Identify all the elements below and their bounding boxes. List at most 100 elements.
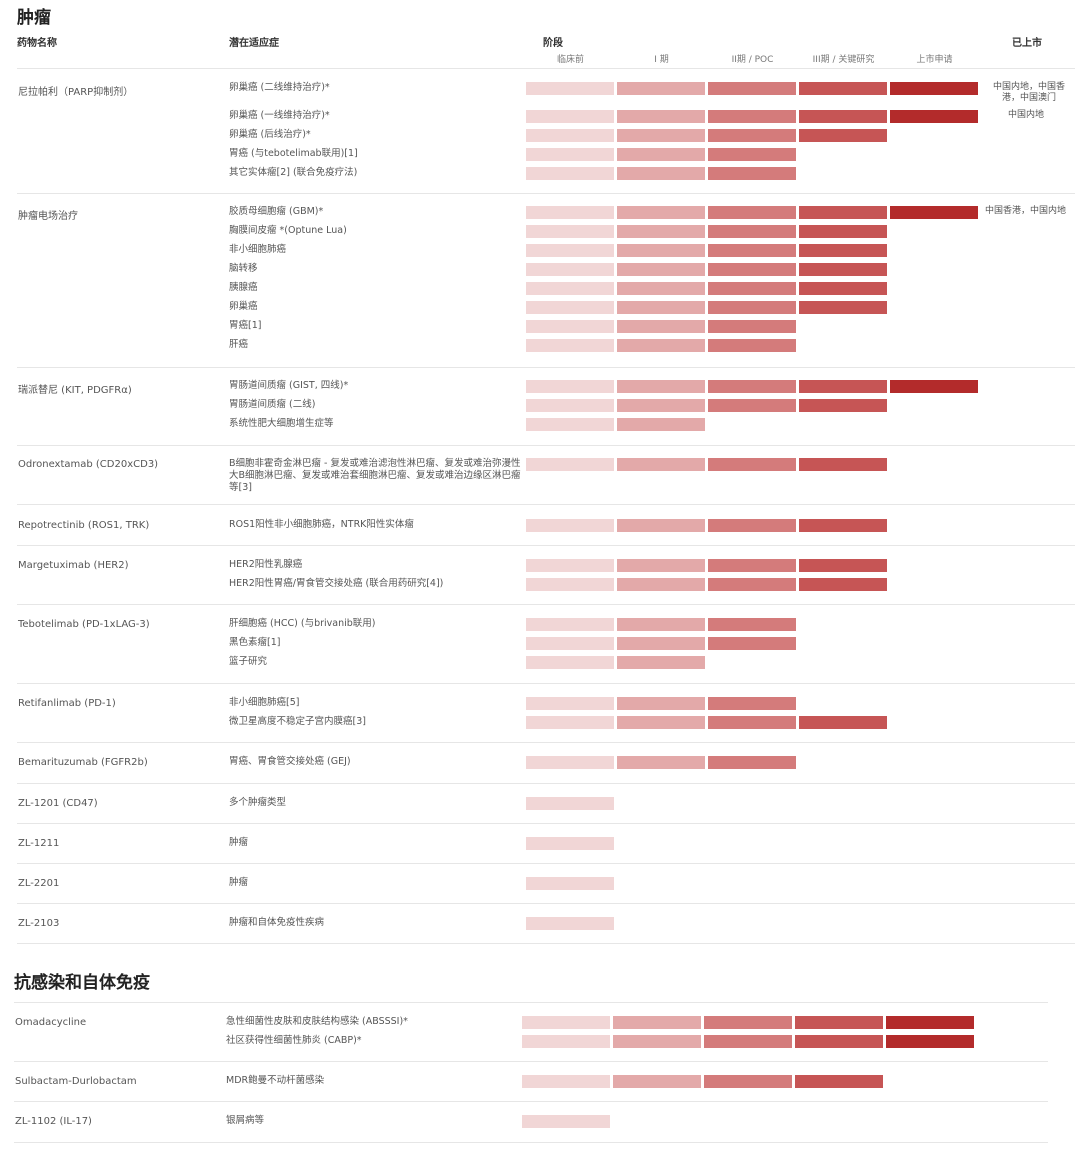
section-title-oncology: 肿瘤: [17, 8, 51, 28]
progress-segment-stage-2: [708, 578, 796, 591]
progress-segment-stage-0: [526, 148, 614, 161]
row-divider: [14, 1061, 1048, 1062]
progress-segment-stage-2: [708, 380, 796, 393]
progress-segment-stage-1: [617, 716, 705, 729]
progress-segment-stage-2: [704, 1075, 792, 1088]
progress-segment-stage-0: [526, 716, 614, 729]
progress-segment-stage-2: [708, 559, 796, 572]
progress-segment-stage-3: [799, 399, 887, 412]
progress-segment-stage-1: [617, 519, 705, 532]
progress-segment-stage-1: [617, 380, 705, 393]
progress-segment-stage-0: [526, 418, 614, 431]
indication-label: MDR鲍曼不动杆菌感染: [226, 1075, 325, 1086]
row-divider: [17, 742, 1075, 743]
progress-segment-stage-0: [526, 797, 614, 810]
progress-segment-stage-0: [526, 578, 614, 591]
row-divider: [14, 1142, 1048, 1143]
progress-segment-stage-2: [708, 618, 796, 631]
progress-segment-stage-0: [526, 167, 614, 180]
row-divider: [17, 823, 1075, 824]
progress-segment-stage-0: [526, 656, 614, 669]
progress-segment-stage-0: [526, 320, 614, 333]
progress-segment-stage-2: [708, 282, 796, 295]
progress-segment-stage-2: [704, 1016, 792, 1029]
drug-name: Sulbactam-Durlobactam: [15, 1076, 137, 1087]
progress-segment-stage-3: [799, 263, 887, 276]
drug-name: Retifanlimab (PD-1): [18, 698, 116, 709]
drug-name: ZL-1102 (IL-17): [15, 1116, 92, 1127]
progress-segment-stage-2: [708, 225, 796, 238]
progress-segment-stage-2: [708, 637, 796, 650]
stage-header-preclinical: 临床前: [556, 55, 584, 65]
drug-name: Bemarituzumab (FGFR2b): [18, 757, 148, 768]
stage-header-phase1: I 期: [654, 55, 669, 65]
progress-segment-stage-1: [617, 301, 705, 314]
progress-segment-stage-2: [708, 129, 796, 142]
drug-name: Omadacycline: [15, 1017, 87, 1028]
progress-segment-stage-4: [890, 110, 978, 123]
drug-name: ZL-2103: [18, 918, 60, 929]
progress-segment-stage-0: [526, 559, 614, 572]
progress-segment-stage-1: [617, 82, 705, 95]
progress-segment-stage-0: [526, 399, 614, 412]
progress-segment-stage-1: [617, 756, 705, 769]
progress-segment-stage-0: [526, 129, 614, 142]
indication-label: 脑转移: [229, 263, 258, 274]
indication-label: 银屑病等: [226, 1115, 265, 1126]
progress-segment-stage-0: [526, 339, 614, 352]
progress-segment-stage-2: [708, 167, 796, 180]
stage-header-phase2: II期 / POC: [731, 55, 774, 65]
indication-label: 卵巢癌 (后线治疗)*: [229, 129, 311, 140]
section-title-anti-infective: 抗感染和自体免疫: [14, 973, 150, 993]
progress-segment-stage-2: [708, 697, 796, 710]
row-divider: [17, 445, 1075, 446]
indication-label: 黑色素瘤[1]: [229, 637, 281, 648]
progress-segment-stage-3: [799, 206, 887, 219]
progress-segment-stage-3: [799, 301, 887, 314]
column-header-drug: 药物名称: [17, 38, 57, 49]
progress-segment-stage-0: [526, 519, 614, 532]
indication-label: 系统性肥大细胞增生症等: [229, 418, 334, 429]
header-divider: [17, 68, 1075, 69]
indication-label: 急性细菌性皮肤和皮肤结构感染 (ABSSSI)*: [226, 1016, 408, 1027]
progress-segment-stage-1: [617, 320, 705, 333]
progress-segment-stage-2: [708, 82, 796, 95]
progress-segment-stage-0: [526, 756, 614, 769]
progress-segment-stage-0: [526, 282, 614, 295]
progress-segment-stage-3: [799, 129, 887, 142]
progress-segment-stage-2: [708, 206, 796, 219]
progress-segment-stage-2: [708, 399, 796, 412]
drug-name: 尼拉帕利（PARP抑制剂）: [18, 87, 134, 98]
progress-segment-stage-0: [526, 618, 614, 631]
progress-segment-stage-2: [708, 519, 796, 532]
stage-header-nda: 上市申请: [916, 55, 953, 65]
indication-label: 多个肿瘤类型: [229, 797, 287, 808]
indication-label: 微卫星高度不稳定子宫内膜癌[3]: [229, 716, 366, 727]
drug-name: Odronextamab (CD20xCD3): [18, 459, 159, 470]
indication-label: 胶质母细胞瘤 (GBM)*: [229, 206, 324, 217]
row-divider: [17, 683, 1075, 684]
row-divider: [14, 1101, 1048, 1102]
indication-label: 肿瘤: [229, 837, 249, 848]
drug-name: Repotrectinib (ROS1, TRK): [18, 520, 150, 531]
progress-segment-stage-2: [708, 148, 796, 161]
progress-segment-stage-0: [526, 637, 614, 650]
progress-segment-stage-1: [617, 399, 705, 412]
progress-segment-stage-0: [526, 263, 614, 276]
indication-label: 非小细胞肺癌: [229, 244, 287, 255]
progress-segment-stage-0: [526, 380, 614, 393]
indication-label: ROS1阳性非小细胞肺癌，NTRK阳性实体瘤: [229, 519, 414, 530]
progress-segment-stage-3: [799, 244, 887, 257]
progress-segment-stage-1: [617, 167, 705, 180]
progress-segment-stage-1: [617, 263, 705, 276]
indication-label: HER2阳性乳腺癌: [229, 559, 303, 570]
progress-segment-stage-3: [799, 225, 887, 238]
progress-segment-stage-3: [799, 458, 887, 471]
progress-segment-stage-0: [526, 877, 614, 890]
progress-segment-stage-0: [526, 225, 614, 238]
indication-label: 胃癌[1]: [229, 320, 262, 331]
progress-segment-stage-1: [617, 129, 705, 142]
progress-segment-stage-1: [613, 1075, 701, 1088]
column-header-indication: 潜在适应症: [229, 38, 279, 49]
row-divider: [17, 863, 1075, 864]
